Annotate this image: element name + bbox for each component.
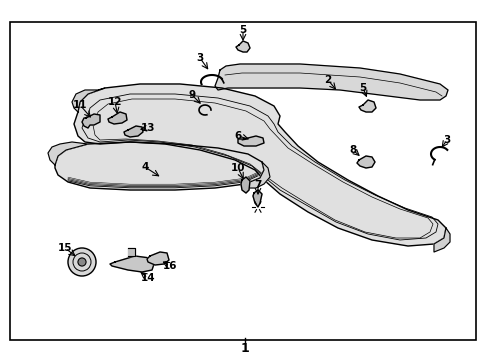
Text: 3: 3 bbox=[443, 135, 451, 145]
Text: 11: 11 bbox=[73, 100, 87, 110]
Polygon shape bbox=[238, 136, 264, 146]
Polygon shape bbox=[236, 41, 250, 52]
Text: 10: 10 bbox=[231, 163, 245, 173]
Polygon shape bbox=[147, 252, 169, 265]
Bar bbox=[10, 22, 476, 340]
Text: 5: 5 bbox=[240, 25, 246, 35]
Polygon shape bbox=[434, 228, 450, 252]
Text: 1: 1 bbox=[241, 342, 249, 355]
Polygon shape bbox=[110, 256, 154, 272]
Polygon shape bbox=[128, 248, 135, 256]
Text: 8: 8 bbox=[349, 145, 357, 155]
Circle shape bbox=[78, 258, 86, 266]
Polygon shape bbox=[72, 88, 105, 112]
Polygon shape bbox=[48, 142, 88, 165]
Circle shape bbox=[68, 248, 96, 276]
Polygon shape bbox=[241, 177, 250, 193]
Polygon shape bbox=[55, 142, 264, 190]
Text: 9: 9 bbox=[189, 90, 196, 100]
Text: 5: 5 bbox=[359, 83, 367, 93]
Text: 3: 3 bbox=[196, 53, 204, 63]
Polygon shape bbox=[253, 190, 262, 207]
Polygon shape bbox=[108, 112, 127, 124]
Text: 6: 6 bbox=[234, 131, 242, 141]
Text: 14: 14 bbox=[141, 273, 155, 283]
Text: 2: 2 bbox=[324, 75, 332, 85]
Polygon shape bbox=[82, 114, 100, 128]
Polygon shape bbox=[215, 64, 448, 100]
Text: 13: 13 bbox=[141, 123, 155, 133]
Polygon shape bbox=[359, 100, 376, 112]
Text: 15: 15 bbox=[58, 243, 72, 253]
Text: 7: 7 bbox=[254, 180, 262, 190]
Text: 4: 4 bbox=[141, 162, 148, 172]
Text: 16: 16 bbox=[163, 261, 177, 271]
Polygon shape bbox=[357, 156, 375, 168]
Polygon shape bbox=[124, 126, 143, 137]
Text: 12: 12 bbox=[108, 97, 122, 107]
Polygon shape bbox=[74, 84, 446, 246]
Polygon shape bbox=[245, 162, 270, 188]
